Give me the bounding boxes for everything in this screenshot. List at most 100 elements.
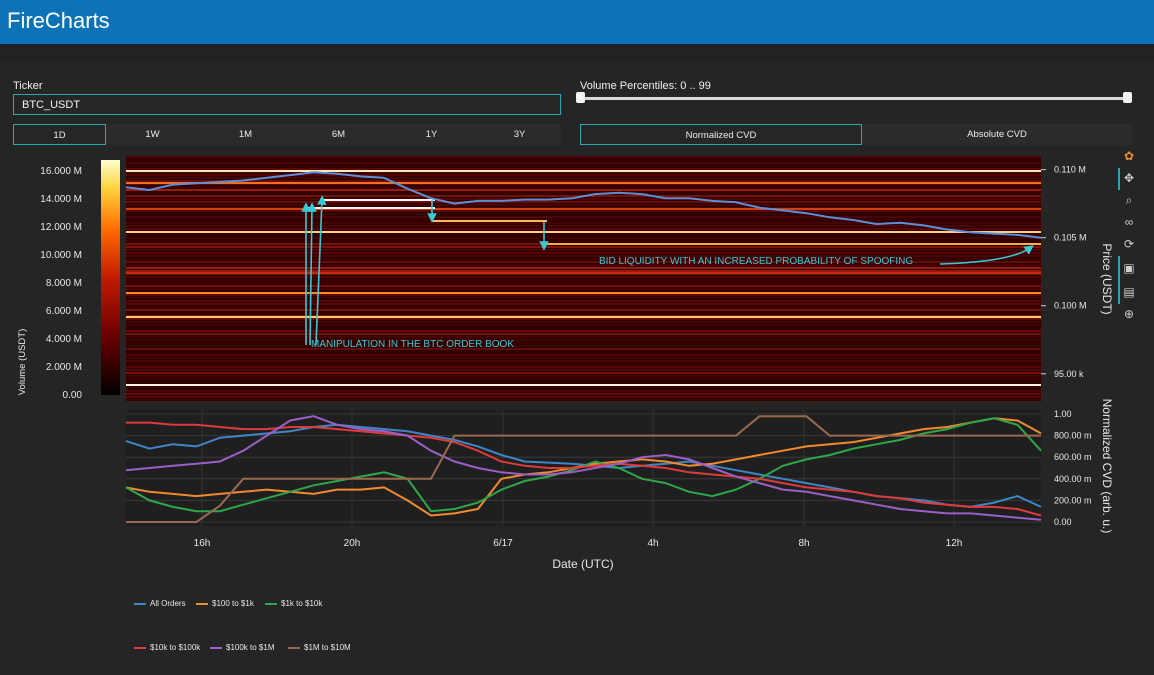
heatmap-band	[126, 228, 1041, 230]
heatmap-band	[126, 255, 1041, 257]
legend-item[interactable]: $100 to $1k	[196, 599, 254, 608]
heatmap-liquidity-level	[126, 182, 1041, 184]
volume-percentiles-label: Volume Percentiles: 0 .. 99	[580, 80, 711, 92]
legend-item[interactable]: $10k to $100k	[134, 643, 200, 652]
slider-max-handle[interactable]	[1123, 92, 1132, 103]
heatmap-band	[126, 285, 1041, 287]
heatmap-band	[126, 372, 1041, 374]
legend-item[interactable]: $1k to $10k	[265, 599, 322, 608]
heatmap-band	[126, 279, 1041, 281]
heatmap-band	[126, 270, 1041, 272]
legend-swatch	[265, 602, 277, 605]
volume-percentiles-slider[interactable]	[580, 97, 1128, 100]
cvd-axis-title: Normalized CVD (arb. u.)	[1100, 399, 1114, 534]
heatmap-band	[126, 297, 1041, 299]
heatmap-band	[126, 357, 1041, 359]
timeframe-1w-button[interactable]: 1W	[106, 124, 199, 145]
annotation-arrows	[301, 195, 1034, 346]
zoom-icon[interactable]: ⌕	[1125, 193, 1133, 207]
timeframe-1d-button[interactable]: 1D	[13, 124, 106, 145]
cvd-tick-label: 400.00 m	[1054, 474, 1092, 484]
heatmap-band	[126, 189, 1041, 191]
cvd-axis-ticks: 0.00 200.00 m 400.00 m 600.00 m 800.00 m 1.00	[1054, 409, 1092, 527]
ticker-input[interactable]: BTC_USDT	[13, 94, 561, 115]
legend-swatch	[288, 646, 300, 649]
date-axis-title: Date (UTC)	[552, 557, 613, 571]
colorbar-tick-label: 0.00	[63, 390, 83, 401]
annotation-spoofing: BID LIQUIDITY WITH AN INCREASED PROBABIL…	[599, 256, 913, 267]
heatmap-liquidity-level	[126, 384, 1041, 386]
heatmap-band	[126, 201, 1041, 203]
spike-lines-icon[interactable]: ⊕	[1123, 307, 1135, 321]
price-tick-label: 0.110 M	[1054, 165, 1086, 175]
timeframe-1m-button[interactable]: 1M	[199, 124, 292, 145]
heatmap-band	[126, 339, 1041, 341]
heatmap-liquidity-level	[126, 170, 1041, 172]
legend-label: $1k to $10k	[281, 599, 323, 608]
plotly-logo-icon[interactable]: ✿	[1123, 149, 1135, 163]
timeframe-3y-button[interactable]: 3Y	[478, 124, 561, 145]
heatmap-band	[126, 294, 1041, 296]
heatmap-band	[126, 351, 1041, 353]
date-tick-label: 20h	[344, 538, 361, 549]
heatmap-band	[126, 375, 1041, 377]
download-icon[interactable]: ▣	[1123, 261, 1135, 275]
price-line	[125, 171, 1042, 239]
cvd-tick-label: 800.00 m	[1054, 431, 1092, 441]
heatmap-band	[126, 387, 1041, 389]
slider-min-handle[interactable]	[576, 92, 585, 103]
lasso-icon[interactable]: ∞	[1124, 215, 1134, 229]
colorbar-tick-label: 8.000 M	[46, 278, 82, 289]
app-title: FireCharts	[7, 8, 110, 33]
normalized-cvd-button[interactable]: Normalized CVD	[580, 124, 862, 145]
colorbar	[101, 160, 120, 395]
price-tick-label: 0.100 M	[1054, 301, 1087, 311]
heatmap-band	[126, 354, 1041, 356]
timeframe-1y-button[interactable]: 1Y	[385, 124, 478, 145]
heatmap-band	[126, 345, 1041, 347]
colorbar-tick-label: 16.000 M	[40, 166, 82, 177]
heatmap-band	[126, 237, 1041, 239]
heatmap-band	[126, 324, 1041, 326]
colorbar-tick-label: 2.000 M	[46, 362, 82, 373]
legend-label: $1M to $10M	[304, 643, 351, 652]
legend-label: $100 to $1k	[212, 599, 254, 608]
legend-item[interactable]: All Orders	[134, 599, 186, 608]
pan-icon[interactable]: ✥	[1123, 171, 1135, 185]
annotation-arrow	[315, 195, 327, 346]
heatmap-band	[126, 216, 1041, 218]
heatmap-band	[126, 186, 1041, 188]
ticker-label: Ticker	[13, 80, 43, 92]
absolute-cvd-button[interactable]: Absolute CVD	[862, 124, 1132, 145]
heatmap-band	[126, 333, 1041, 335]
price-tick-label: 0.105 M	[1054, 233, 1087, 243]
cvd-tick-label: 1.00	[1054, 409, 1072, 419]
heatmap-band	[126, 318, 1041, 320]
heatmap-band	[126, 204, 1041, 206]
legend-label: $100k to $1M	[226, 643, 275, 652]
colorbar-tick-label: 6.000 M	[46, 306, 82, 317]
colorbar-tick-label: 12.000 M	[40, 222, 82, 233]
legend-item[interactable]: $1M to $10M	[288, 643, 351, 652]
legend-swatch	[134, 646, 146, 649]
heatmap-band	[126, 264, 1041, 266]
heatmap-band	[126, 252, 1041, 254]
heatmap-band	[126, 222, 1041, 224]
heatmap-band	[126, 198, 1041, 200]
heatmap-liquidity-level	[126, 208, 1041, 210]
legend-swatch	[196, 602, 208, 605]
legend-item[interactable]: $100k to $1M	[210, 643, 274, 652]
hover-compare-icon[interactable]: ▤	[1123, 285, 1135, 299]
timeframe-6m-button[interactable]: 6M	[292, 124, 385, 145]
heatmap-band	[126, 192, 1041, 194]
colorbar-ticks: 16.000 M 14.000 M 12.000 M 10.000 M 8.000 M 6…	[40, 166, 82, 401]
heatmap-band	[126, 288, 1041, 290]
modebar-separator	[1118, 256, 1120, 280]
legend-swatch	[134, 602, 146, 605]
date-tick-label: 6/17	[493, 538, 513, 549]
heatmap-band	[126, 168, 1041, 170]
heatmap-band	[126, 390, 1041, 392]
date-tick-label: 16h	[194, 538, 211, 549]
reset-axes-icon[interactable]: ⟳	[1123, 237, 1135, 251]
heatmap-band	[126, 234, 1041, 236]
